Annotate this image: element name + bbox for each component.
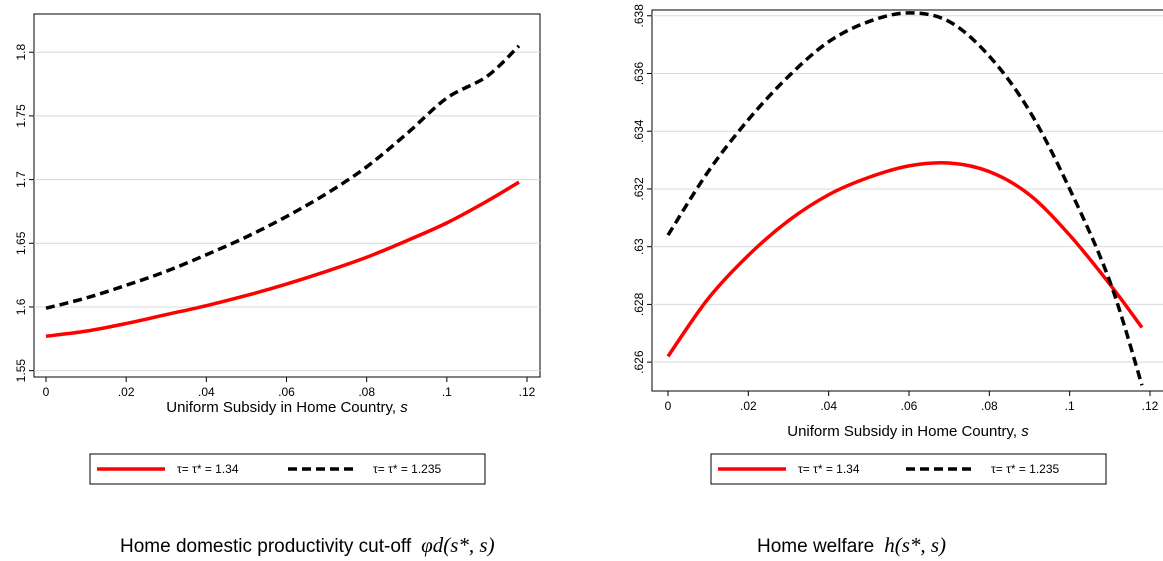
y-tick-label: 1.55 (14, 359, 28, 383)
series-right (666, 11, 1144, 386)
x-tick-label: .02 (740, 399, 757, 413)
series-line-solid (666, 160, 1144, 358)
x-tick-label: .12 (519, 385, 536, 399)
x-axis-right: 0 .02 .04 .06 .08 .1 .12 (665, 391, 1159, 413)
plot-frame-left (33, 13, 541, 378)
legend-label-red-right: τ= τ* = 1.34 (798, 462, 860, 476)
x-tick-label: .12 (1142, 399, 1159, 413)
caption-right: Home welfare h(s*, s) (757, 533, 946, 557)
x-tick-label: 0 (665, 399, 672, 413)
x-tick-label: 0 (43, 385, 50, 399)
y-tick-label: 1.65 (14, 231, 28, 255)
y-tick-label: .636 (632, 61, 646, 85)
caption-left: Home domestic productivity cut-off φd(s*,… (120, 533, 495, 557)
series-line-solid (45, 180, 520, 338)
x-tick-label: .06 (901, 399, 918, 413)
series-line-dashed (45, 44, 521, 310)
x-tick-label: .04 (198, 385, 215, 399)
y-tick-label: 1.75 (14, 104, 28, 128)
legend-label-black-right: τ= τ* = 1.235 (991, 462, 1060, 476)
legend-right: τ= τ* = 1.34 τ= τ* = 1.235 (710, 453, 1107, 485)
x-axis-left: 0 .02 .04 .06 .08 .1 .12 (43, 377, 536, 399)
y-tick-label: 1.8 (14, 44, 28, 61)
legend-label-red-left: τ= τ* = 1.34 (177, 462, 239, 476)
gridlines-right (652, 15, 1163, 363)
y-tick-label: .632 (632, 177, 646, 201)
chart-left: 1.55 1.6 1.65 1.7 1.75 1.8 0 .02 .04 .06 .08 .1 .12… (14, 13, 541, 485)
plot-frame-right (651, 9, 1163, 392)
chart-right: .626 .628 .63 .632 .634 .636 .638 0 .02 .04 .06 .0… (632, 4, 1163, 485)
x-tick-label: .08 (981, 399, 998, 413)
y-tick-label: 1.7 (14, 171, 28, 188)
legend-label-black-left: τ= τ* = 1.235 (373, 462, 442, 476)
x-tick-label: .06 (278, 385, 295, 399)
x-tick-label: .1 (1065, 399, 1075, 413)
y-tick-label: .626 (632, 350, 646, 374)
series-line-dashed (666, 11, 1144, 386)
series-left (45, 44, 521, 338)
y-tick-label: .638 (632, 4, 646, 28)
x-tick-label: .08 (358, 385, 375, 399)
x-axis-label-left: Uniform Subsidy in Home Country, s (166, 399, 408, 416)
x-axis-label-right: Uniform Subsidy in Home Country, s (787, 423, 1029, 440)
gridlines-left (34, 51, 540, 372)
y-tick-label: .63 (632, 238, 646, 255)
y-tick-label: 1.6 (14, 298, 28, 315)
x-tick-label: .02 (118, 385, 135, 399)
y-tick-label: .628 (632, 292, 646, 316)
y-axis-left: 1.55 1.6 1.65 1.7 1.75 1.8 (14, 44, 34, 383)
x-tick-label: .1 (442, 385, 452, 399)
y-axis-right: .626 .628 .63 .632 .634 .636 .638 (632, 4, 652, 374)
x-tick-label: .04 (820, 399, 837, 413)
y-tick-label: .634 (632, 119, 646, 143)
legend-left: τ= τ* = 1.34 τ= τ* = 1.235 (89, 453, 486, 485)
